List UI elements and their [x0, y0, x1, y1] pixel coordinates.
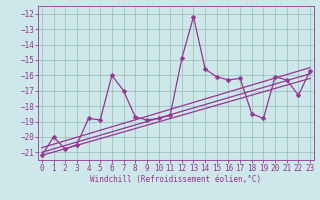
X-axis label: Windchill (Refroidissement éolien,°C): Windchill (Refroidissement éolien,°C)	[91, 175, 261, 184]
